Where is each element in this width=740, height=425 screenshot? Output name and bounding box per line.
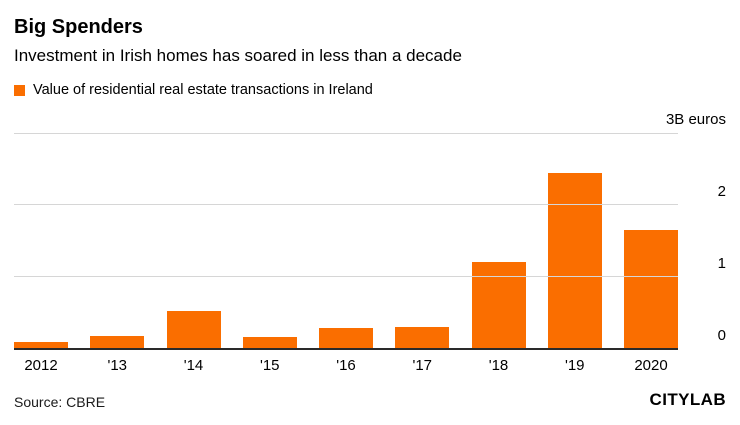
x-tick-label: 2012 [24, 357, 58, 374]
y-tick-label: 3B euros [665, 111, 726, 128]
y-tick-label: 2 [717, 183, 726, 201]
y-tick-label: 1 [717, 255, 726, 273]
bar-17 [395, 326, 450, 348]
gridline [14, 204, 678, 206]
legend-swatch-icon [14, 84, 25, 96]
bar-18 [471, 262, 526, 348]
chart-title: Big Spenders [14, 16, 143, 38]
legend-label: Value of residential real estate transac… [33, 82, 373, 98]
gridline [14, 133, 678, 134]
footer: Source: CBRE CITYLAB [14, 390, 726, 410]
x-tick-label: '15 [259, 357, 280, 374]
source-note: Source: CBRE [14, 394, 106, 410]
x-tick-label: '17 [412, 357, 433, 374]
x-tick-label: '14 [183, 357, 204, 374]
x-tick-label: 2020 [634, 357, 668, 374]
bar-2012 [14, 342, 68, 348]
x-axis-labels: 2012 '13 '14 '15 '16 '17 '18 '19 2020 [14, 357, 726, 374]
bars [14, 134, 678, 348]
bar-14 [166, 310, 221, 348]
y-tick-label: 0 [717, 327, 726, 344]
bar-16 [319, 328, 373, 348]
bar-2020 [624, 230, 678, 348]
x-tick-label: '16 [336, 357, 356, 374]
bar-chart: 3B euros 2 1 0 [14, 102, 726, 350]
plot-area [14, 133, 678, 350]
bar-13 [90, 335, 145, 348]
citylab-logo: CITYLAB [649, 390, 726, 409]
bar-19 [547, 173, 602, 348]
legend: Value of residential real estate transac… [14, 82, 726, 98]
gridline [14, 275, 678, 277]
x-tick-label: '18 [488, 357, 509, 374]
x-tick-label: '19 [564, 357, 585, 374]
bar-15 [242, 336, 297, 348]
chart-subtitle: Investment in Irish homes has soared in … [14, 46, 462, 65]
x-tick-label: '13 [107, 357, 128, 374]
